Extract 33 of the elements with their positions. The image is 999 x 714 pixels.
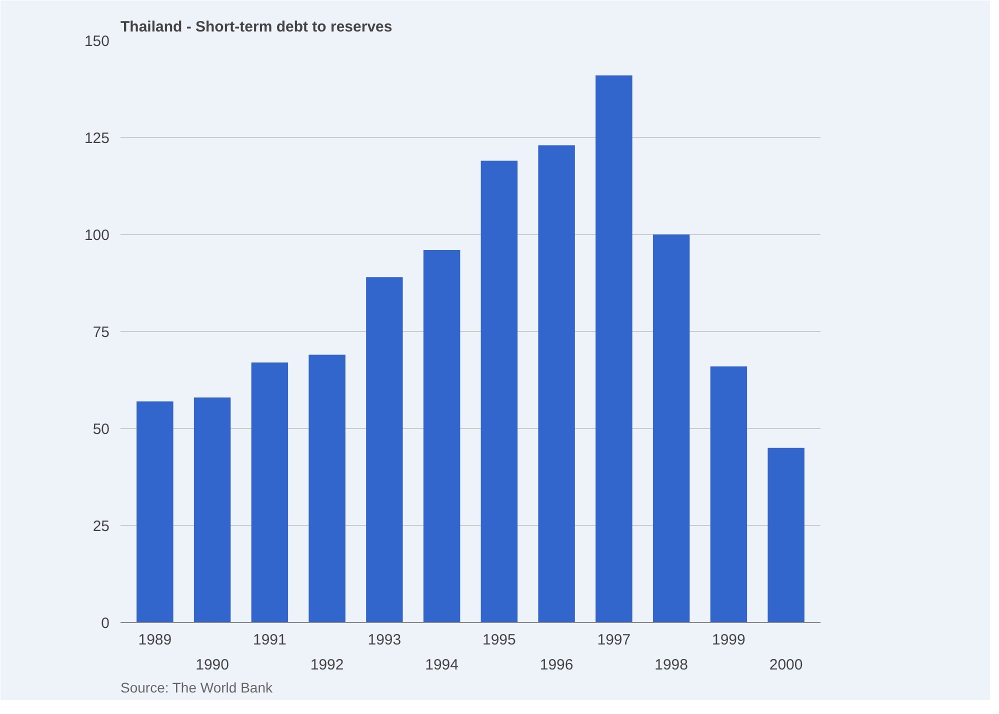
bar [652, 234, 690, 622]
x-tick-label: 1993 [368, 632, 402, 648]
y-tick-label: 150 [84, 33, 110, 50]
bar [538, 145, 575, 622]
bar [251, 362, 288, 622]
x-tick-label: 1999 [712, 632, 746, 648]
x-tick-label: 1997 [597, 632, 631, 648]
bar [194, 397, 231, 622]
x-tick-label: 1994 [425, 656, 458, 674]
y-tick-label: 125 [84, 130, 110, 147]
bar [480, 160, 518, 622]
y-tick-label: 25 [92, 518, 110, 535]
y-tick-label: 75 [92, 324, 110, 341]
x-tick-label: 1996 [540, 656, 574, 674]
chart-title: Thailand - Short-term debt to reserves [120, 18, 392, 36]
y-tick-label: 100 [84, 227, 110, 244]
x-tick-label: 1991 [252, 632, 286, 648]
x-tick-label: 1992 [310, 656, 344, 674]
bar [308, 354, 346, 622]
x-tick-label: 1990 [196, 656, 229, 674]
bar [366, 277, 403, 622]
x-tick-label: 2000 [769, 656, 803, 674]
bar [136, 401, 174, 622]
x-tick-label: 1989 [138, 632, 172, 648]
bar [596, 75, 632, 622]
y-tick-label: 0 [101, 615, 110, 632]
x-tick-label: 1995 [482, 632, 516, 648]
bar [768, 448, 804, 622]
y-tick-label: 50 [92, 421, 110, 438]
source-note: Source: The World Bank [120, 680, 274, 696]
bar [710, 366, 748, 622]
bar [423, 250, 460, 622]
x-tick-label: 1998 [654, 656, 688, 674]
